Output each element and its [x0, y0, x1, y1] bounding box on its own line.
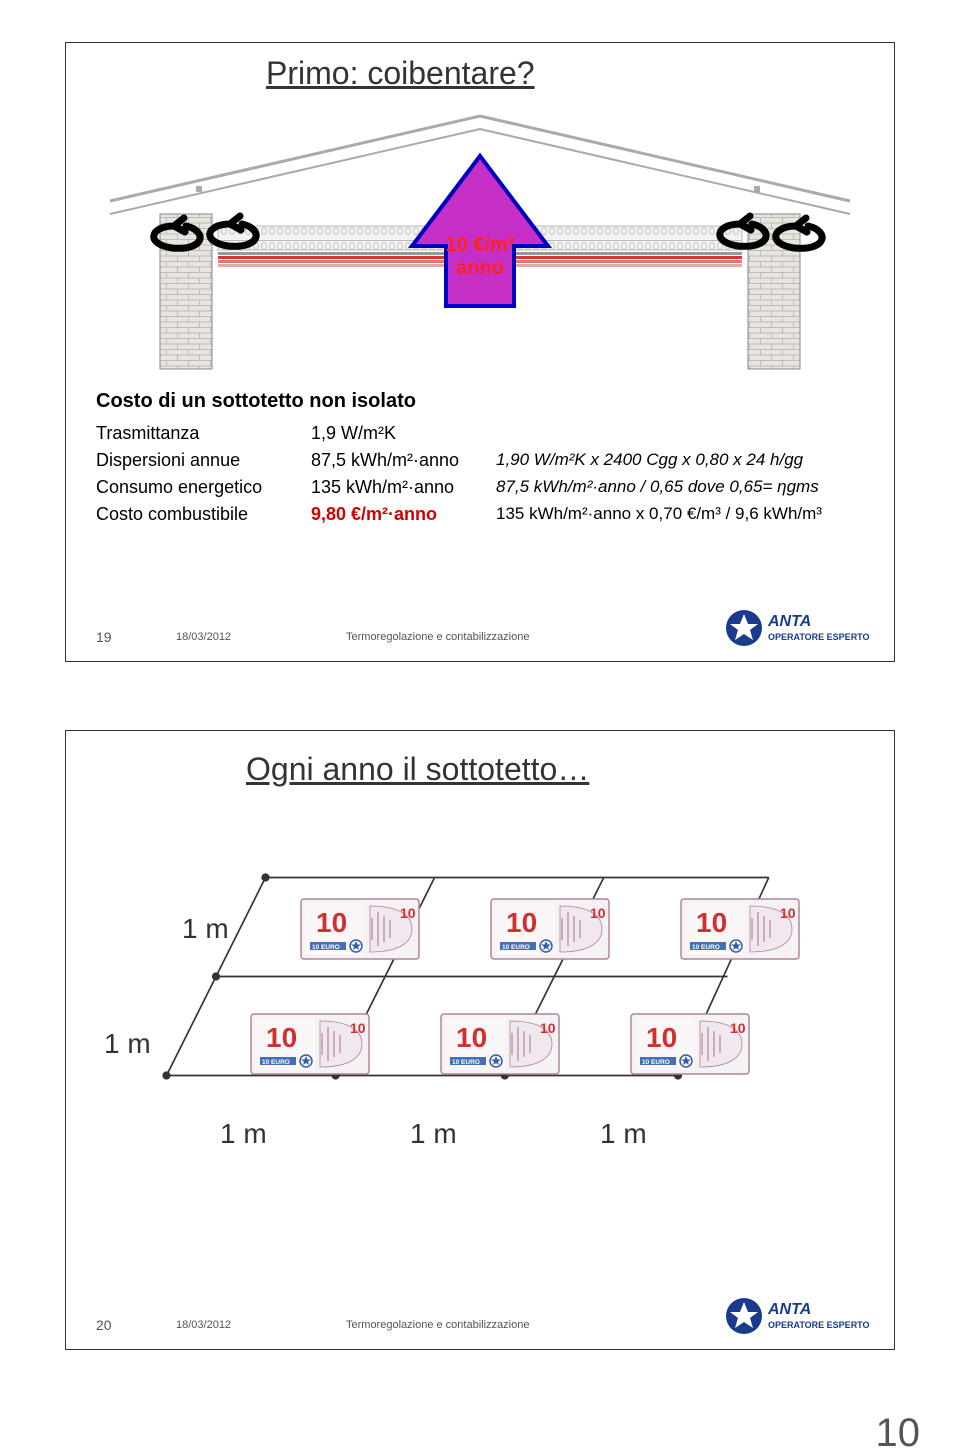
m-label-4: 1 m — [600, 1118, 647, 1150]
cost-note-3: 135 kWh/m²·anno x 0,70 €/m³ / 9,6 kWh/m³ — [496, 501, 822, 528]
cost-block: Costo di un sottotetto non isolato Trasm… — [96, 386, 894, 528]
cost-label-2: Consumo energetico — [96, 474, 311, 501]
anta-logo: ANTA OPERATORE ESPERTO — [724, 608, 874, 653]
svg-text:10: 10 — [540, 1020, 556, 1036]
slide1-title: Primo: coibentare? — [266, 55, 894, 92]
arrow-price-label: 10 €/m² — [446, 234, 515, 256]
svg-text:10 EURO: 10 EURO — [642, 1059, 670, 1066]
m-label-2: 1 m — [220, 1118, 267, 1150]
banknote-2: 10 10 10 EURO — [680, 898, 800, 960]
svg-text:10 EURO: 10 EURO — [452, 1059, 480, 1066]
slide2-footer: 20 18/03/2012 Termoregolazione e contabi… — [66, 1301, 894, 1343]
m-label-1: 1 m — [104, 1028, 151, 1060]
slide-2: Ogni anno il sottotetto… — [65, 730, 895, 1350]
cost-row-2: Consumo energetico 135 kWh/m²·anno 87,5 … — [96, 474, 894, 501]
cost-row-1: Dispersioni annue 87,5 kWh/m²·anno 1,90 … — [96, 447, 894, 474]
svg-text:10: 10 — [400, 905, 416, 921]
cost-note-2: 87,5 kWh/m²·anno / 0,65 dove 0,65= ηgms — [496, 474, 819, 501]
arrow-anno-label: anno — [456, 257, 504, 279]
cost-value-3: 9,80 €/m²·anno — [311, 501, 496, 528]
slide2-page: 20 — [96, 1317, 112, 1333]
svg-text:10 EURO: 10 EURO — [692, 944, 720, 951]
house-illustration: 10 €/m² anno — [100, 96, 860, 376]
slide1-caption: Termoregolazione e contabilizzazione — [346, 631, 529, 643]
cost-row-0: Trasmittanza 1,9 W/m²K — [96, 420, 894, 447]
cost-value-1: 87,5 kWh/m²·anno — [311, 447, 496, 474]
slide2-caption: Termoregolazione e contabilizzazione — [346, 1319, 529, 1331]
banknote-0: 10 10 10 EURO — [300, 898, 420, 960]
banknote-4: 10 10 10 EURO — [440, 1013, 560, 1075]
slide2-title: Ogni anno il sottotetto… — [246, 751, 894, 788]
svg-text:10: 10 — [590, 905, 606, 921]
slide2-date: 18/03/2012 — [176, 1319, 231, 1331]
cost-note-1: 1,90 W/m²K x 2400 Cgg x 0,80 x 24 h/gg — [496, 447, 803, 474]
svg-text:10: 10 — [646, 1022, 677, 1053]
svg-text:OPERATORE ESPERTO: OPERATORE ESPERTO — [768, 632, 870, 642]
house-svg: 10 €/m² anno — [100, 96, 860, 376]
cost-label-1: Dispersioni annue — [96, 447, 311, 474]
svg-text:10: 10 — [350, 1020, 366, 1036]
svg-text:10 EURO: 10 EURO — [502, 944, 530, 951]
cost-label-3: Costo combustibile — [96, 501, 311, 528]
cost-value-0: 1,9 W/m²K — [311, 420, 496, 447]
svg-text:10: 10 — [780, 905, 796, 921]
anta-logo-2: ANTA OPERATORE ESPERTO — [724, 1296, 874, 1341]
slide1-page: 19 — [96, 629, 112, 645]
banknote-5: 10 10 10 EURO — [630, 1013, 750, 1075]
grid-svg — [130, 828, 830, 1158]
m-label-3: 1 m — [410, 1118, 457, 1150]
svg-text:10 EURO: 10 EURO — [312, 944, 340, 951]
svg-text:ANTA: ANTA — [767, 1301, 811, 1318]
svg-text:OPERATORE ESPERTO: OPERATORE ESPERTO — [768, 1320, 870, 1330]
cost-row-3: Costo combustibile 9,80 €/m²·anno 135 kW… — [96, 501, 894, 528]
svg-text:10: 10 — [696, 907, 727, 938]
svg-text:10: 10 — [456, 1022, 487, 1053]
svg-text:10: 10 — [730, 1020, 746, 1036]
m-label-0: 1 m — [182, 913, 229, 945]
svg-text:10 EURO: 10 EURO — [262, 1059, 290, 1066]
banknote-1: 10 10 10 EURO — [490, 898, 610, 960]
banknote-3: 10 10 10 EURO — [250, 1013, 370, 1075]
slide1-footer: 19 18/03/2012 Termoregolazione e contabi… — [66, 613, 894, 655]
svg-text:10: 10 — [316, 907, 347, 938]
svg-text:10: 10 — [506, 907, 537, 938]
bottom-page: 10 — [876, 1411, 921, 1456]
floor-grid: 1 m 1 m 1 m 1 m 1 m 10 10 10 EURO 10 10 … — [130, 828, 830, 1158]
svg-text:ANTA: ANTA — [767, 613, 811, 630]
cost-value-2: 135 kWh/m²·anno — [311, 474, 496, 501]
slide1-date: 18/03/2012 — [176, 631, 231, 643]
slide-1: Primo: coibentare? — [65, 42, 895, 662]
svg-text:10: 10 — [266, 1022, 297, 1053]
cost-label-0: Trasmittanza — [96, 420, 311, 447]
cost-heading: Costo di un sottotetto non isolato — [96, 386, 894, 416]
